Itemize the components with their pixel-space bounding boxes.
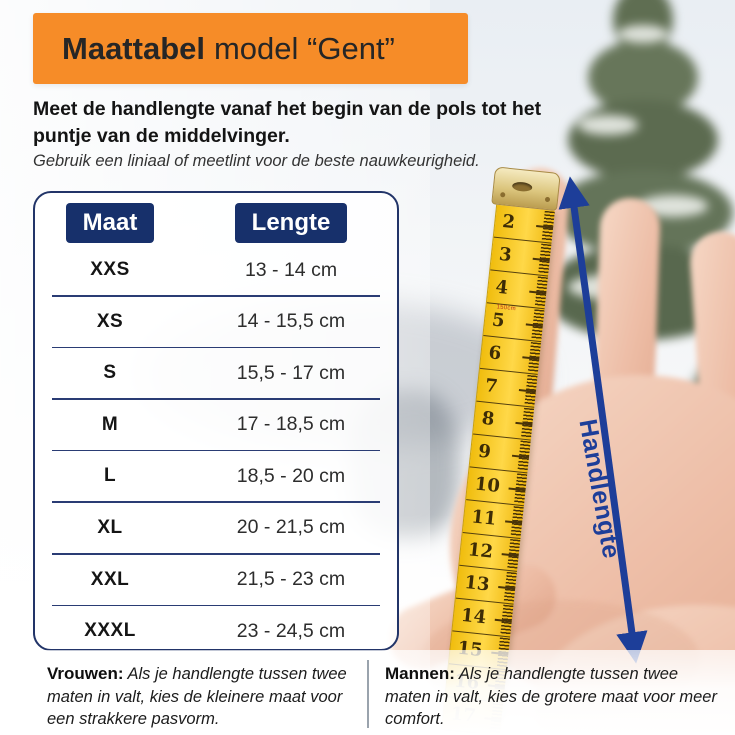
cell-maat: S (103, 362, 117, 384)
row-divider (52, 398, 380, 400)
cell-lengte: 23 - 24,5 cm (236, 619, 346, 642)
size-table-card: Maat Lengte XXS 13 - 14 cm XS 14 - 15,5 cm S… (33, 191, 399, 651)
column-header-lengte: Lengte (234, 203, 348, 243)
column-header-maat: Maat (65, 203, 155, 243)
advice-women-text: Als je handlengte tussen twee maten in v… (47, 665, 347, 728)
title-banner: Maattabel model “Gent” (33, 13, 468, 84)
row-divider (52, 449, 380, 452)
advice-men: Mannen: Als je handlengte tussen twee ma… (385, 663, 721, 730)
table-row: XXS 13 - 14 cm (35, 245, 397, 295)
advice-men-label: Mannen: (385, 664, 455, 683)
footer-divider (367, 660, 369, 728)
advice-men-text: Als je handlengte tussen twee maten in v… (385, 665, 717, 728)
row-divider (52, 552, 380, 555)
table-row: L 18,5 - 20 cm (35, 451, 397, 501)
size-table-body: XXS 13 - 14 cm XS 14 - 15,5 cm S 15,5 - 17 cm… (35, 245, 397, 656)
cell-lengte: 14 - 15,5 cm (236, 310, 346, 333)
table-row: XXL 21,5 - 23 cm (35, 555, 397, 605)
title-rest: model “Gent” (213, 30, 395, 66)
cell-lengte: 13 - 14 cm (244, 258, 338, 281)
cell-lengte: 20 - 21,5 cm (236, 516, 346, 539)
table-row: XL 20 - 21,5 cm (35, 503, 397, 553)
cell-maat: L (103, 465, 117, 487)
table-row: M 17 - 18,5 cm (35, 400, 397, 450)
row-divider (52, 295, 380, 297)
cell-lengte: 15,5 - 17 cm (236, 361, 346, 384)
intro-text: Meet de handlengte vanaf het begin van d… (33, 98, 542, 147)
cell-lengte: 21,5 - 23 cm (236, 568, 346, 591)
advice-women-label: Vrouwen: (47, 664, 124, 683)
title-bold: Maattabel (62, 30, 205, 66)
cell-lengte: 18,5 - 20 cm (236, 464, 346, 487)
cell-lengte: 17 - 18,5 cm (236, 413, 346, 436)
table-row: S 15,5 - 17 cm (35, 348, 397, 398)
row-divider (52, 501, 380, 503)
cell-maat: XL (97, 516, 123, 538)
footer-advice: Vrouwen: Als je handlengte tussen twee m… (0, 650, 735, 735)
size-table-header: Maat Lengte (35, 201, 397, 245)
row-divider (52, 346, 380, 349)
intro-note: Gebruik een liniaal of meetlint voor de … (33, 152, 480, 170)
advice-women: Vrouwen: Als je handlengte tussen twee m… (47, 663, 352, 730)
table-row: XS 14 - 15,5 cm (35, 297, 397, 347)
cell-maat: XS (96, 310, 124, 332)
row-divider (52, 604, 380, 607)
cell-maat: XXS (90, 259, 130, 280)
cell-maat: M (101, 413, 119, 435)
table-row: XXXL 23 - 24,5 cm (35, 606, 397, 656)
cell-maat: XXXL (84, 620, 136, 642)
cell-maat: XXL (90, 568, 130, 590)
